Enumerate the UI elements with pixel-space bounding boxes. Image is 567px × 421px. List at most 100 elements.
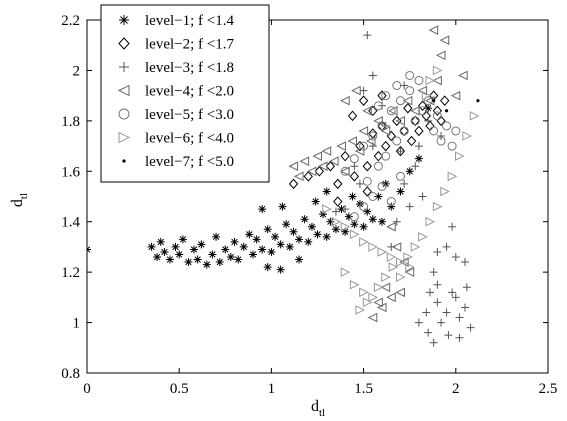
data-point-level-1 [230,237,239,246]
data-point-level-1 [322,187,331,196]
data-point-level-3 [363,31,372,40]
data-point-level-1 [184,258,193,267]
data-point-level-2 [414,125,424,137]
y-tick-label: 1.2 [61,265,80,281]
data-point-level-6 [355,305,366,315]
data-point-level-1 [208,250,217,259]
data-point-level-1 [289,227,298,236]
data-point-level-4 [386,292,396,303]
data-point-level-2 [340,150,350,162]
data-point-level-3 [442,308,451,317]
data-point-level-5 [359,202,369,212]
data-point-level-2 [440,95,450,106]
data-point-level-5 [381,151,391,161]
data-point-level-1 [212,232,221,241]
data-point-level-6 [440,186,450,197]
data-point-level-5 [386,197,396,207]
data-point-level-4 [391,242,402,252]
data-point-level-1 [414,154,423,163]
data-point-level-4 [317,161,328,172]
data-point-level-4 [373,116,383,126]
data-point-level-2 [333,196,343,207]
data-point-level-1 [307,222,316,231]
data-point-level-2 [395,145,406,157]
data-point-level-5 [392,136,402,146]
data-point-level-3 [405,202,414,211]
data-point-level-3 [425,288,434,297]
legend-label: level−3; f <1.8 [145,60,234,76]
y-tick-label: 1 [73,316,81,332]
data-point-level-3 [331,207,340,216]
data-point-level-4 [336,141,346,151]
y-axis-label-subscript: tl [18,193,30,199]
data-point-level-3 [341,205,350,214]
data-point-level-1 [193,255,202,264]
legend-label: level−1; f <1.4 [145,13,234,29]
data-point-level-4 [395,116,405,126]
data-point-level-4 [387,105,398,116]
data-point-level-7 [444,109,449,113]
data-point-level-6 [359,287,369,298]
data-point-level-4 [367,312,378,323]
data-point-level-1 [263,263,272,272]
data-point-level-5 [418,106,428,116]
data-point-level-5 [359,141,369,151]
data-point-level-1 [271,232,280,241]
data-point-level-1 [350,220,359,229]
data-point-level-5 [451,126,461,136]
data-point-level-4 [299,156,310,167]
data-point-level-1 [374,192,383,201]
data-point-level-2 [432,105,443,117]
data-point-level-1 [424,104,433,113]
data-point-level-1 [276,265,285,274]
data-point-level-6 [410,242,421,252]
data-point-level-7 [476,99,480,103]
axis-ticks: 0 0.5 1 1.5 2 2.5 0.8 1 1.2 1.4 1.6 1.8 2 2.2 [61,13,557,397]
data-point-level-4 [435,50,446,61]
data-point-level-3 [442,242,451,251]
data-point-level-5 [447,141,457,151]
data-point-level-4 [362,105,372,116]
data-point-level-6 [405,262,415,272]
data-point-level-2 [349,171,360,182]
data-point-level-5 [414,76,424,86]
data-point-level-1 [234,255,243,264]
data-point-level-5 [373,161,383,171]
data-point-level-1 [348,192,357,201]
data-point-level-4 [380,282,391,293]
data-point-level-6 [373,282,384,293]
data-point-level-1 [248,250,257,259]
data-point-level-1 [368,215,377,224]
legend: level−1; f <1.4 level−2; f <1.7 level−3; f… [100,4,270,183]
x-tick-label: 0 [83,381,91,397]
data-point-level-6 [381,272,391,282]
data-point-level-6 [349,229,360,240]
data-point-level-1 [304,237,313,246]
data-point-level-5 [395,171,405,181]
data-point-level-4 [321,146,332,156]
data-point-level-3 [418,192,427,201]
data-point-level-6 [425,216,436,227]
data-point-level-1 [197,240,206,249]
x-axis-label: dtl [311,398,325,419]
data-point-level-2 [355,140,365,152]
data-point-level-1 [378,217,387,226]
data-point-level-1 [263,225,272,234]
data-point-level-3 [400,179,409,188]
data-point-level-3 [466,323,475,332]
legend-label: level−7; f <5.0 [145,154,234,170]
data-point-level-4 [380,126,391,136]
data-point-level-5 [381,91,391,101]
data-point-level-3 [461,258,470,267]
data-point-level-1 [252,235,261,244]
data-point-level-1 [322,232,331,241]
data-point-level-3 [433,247,442,256]
data-point-level-4 [432,75,442,86]
data-point-level-4 [288,161,299,172]
y-tick-label: 2 [73,63,81,79]
x-tick-label: 1 [268,381,276,397]
data-point-level-2 [381,140,391,152]
legend-label: level−5; f <3.0 [145,107,234,123]
